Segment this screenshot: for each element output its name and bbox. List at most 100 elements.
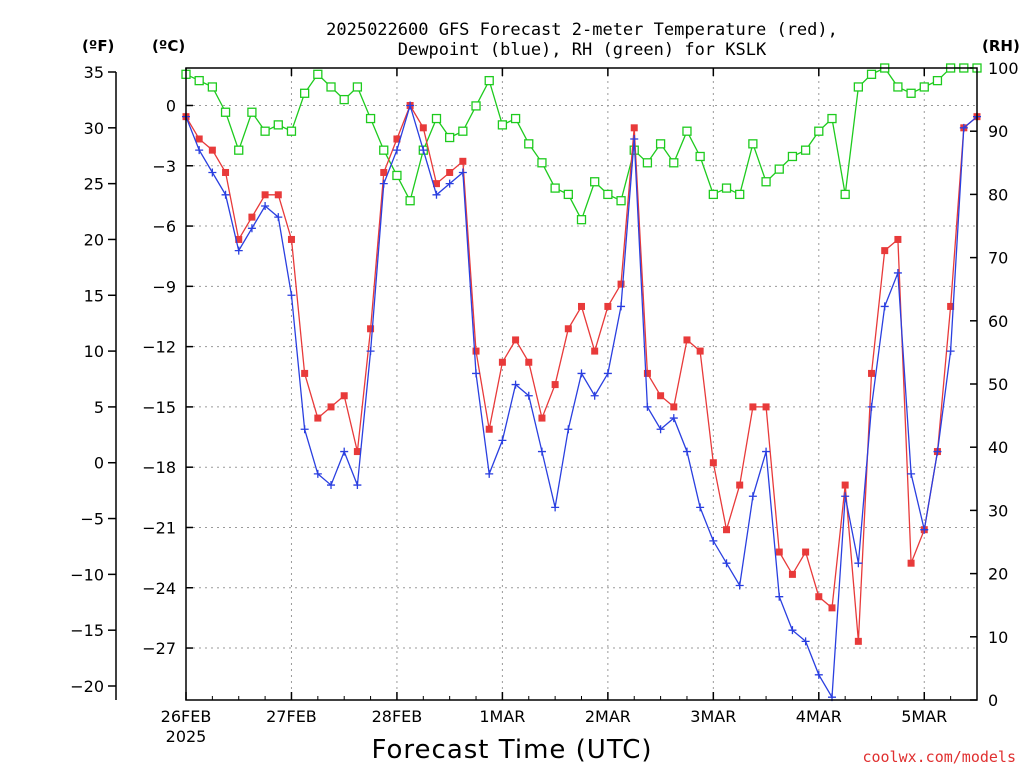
dewpoint-point [722,559,731,568]
rh-point [524,139,534,149]
rh-point [827,113,837,124]
temperature-point [195,135,203,143]
temperature-point [314,414,322,422]
dewpoint-point [445,179,454,188]
dewpoint-point [511,380,520,389]
dewpoint-point [458,168,467,177]
rh-tick-label: 50 [988,375,1008,394]
fahrenheit-axis-unit: (ºF) [82,37,114,55]
rh-point [220,107,231,117]
temperature-point [485,425,493,433]
dewpoint-point [551,503,560,512]
dewpoint-point [195,146,204,155]
rh-point [207,82,218,92]
dewpoint-point [920,525,929,534]
dewpoint-point [603,369,612,378]
dewpoint-point [682,447,691,456]
rh-point [273,120,283,130]
dewpoint-point [577,369,586,378]
dewpoint-point [472,369,481,378]
dewpoint-point [656,425,665,434]
rh-point [497,120,508,130]
dewpoint-line [185,103,978,700]
rh-point [365,113,376,124]
rh-point [550,183,560,193]
dewpoint-point [287,291,296,300]
temperature-point [578,302,585,310]
dewpoint-point [959,123,968,132]
dewpoint-point [234,246,243,255]
time-tick-label: 4MAR [796,707,842,726]
temperature-point [643,369,651,377]
temperature-point [432,180,440,188]
rh-point [352,82,363,92]
dewpoint-point [841,492,850,501]
rh-point [405,196,415,206]
rh-point [906,88,916,98]
dewpoint-point [946,347,955,356]
temperature-point [907,559,915,567]
rh-point [326,82,336,92]
dewpoint-point [261,201,270,210]
plot-frame [185,67,978,701]
temperature-point [235,235,243,243]
x-axis-title: Forecast Time (UTC) [371,735,652,765]
dewpoint-point [880,302,889,311]
temperature-point [472,347,480,355]
rh-point [932,75,943,86]
rh-tick-label: 100 [988,59,1019,78]
fahrenheit-tick-label: 10 [84,342,104,361]
rh-point [655,139,666,149]
temperature-point [670,403,678,411]
dewpoint-point [221,190,230,199]
fahrenheit-tick-label: 20 [84,230,104,249]
dewpoint-point [801,637,810,646]
temperature-point [617,280,625,288]
dewpoint-point [313,469,322,478]
dewpoint-point [366,347,375,356]
dewpoint-point [669,414,678,423]
temperature-point [498,358,506,366]
credit-link[interactable]: coolwx.com/models [862,748,1016,766]
rh-point [392,170,402,181]
celsius-axis: 0 −3 −6 −9 −12 −15 −18 −21 −24 −27 [142,96,193,658]
temperature-point [604,302,612,310]
rh-tick-label: 80 [988,185,1008,204]
dewpoint-point [590,391,599,400]
rh-point [603,189,613,200]
temperature-point [538,414,546,422]
temperature-point [894,235,902,243]
temperature-point [947,302,955,310]
dewpoint-point [498,436,507,445]
fahrenheit-tick-label: 15 [84,286,104,305]
rh-point [919,82,929,92]
rh-point [893,82,903,92]
temperature-point [723,526,731,534]
dewpoint-point [643,402,652,411]
temperature-point [828,604,836,612]
rh-tick-label: 20 [988,565,1008,584]
dewpoint-point [907,469,916,478]
dewpoint-point [392,146,401,155]
temperature-point [248,213,256,221]
temperature-point [683,336,691,344]
time-tick-label: 28FEB [372,707,423,726]
rh-point [247,107,257,117]
rh-point [313,69,323,79]
rh-point [682,126,692,136]
rh-axis-unit: (RH) [982,37,1020,55]
rh-point [339,94,349,105]
rh-point [642,158,653,168]
dewpoint-point [274,213,283,222]
temperature-point [802,548,810,556]
celsius-tick-label: −27 [142,639,176,658]
rh-point [484,75,494,86]
temperature-point [287,235,295,243]
temperature-point [301,369,309,377]
temperature-point [208,146,216,154]
dewpoint-point [933,447,942,456]
dewpoint-series [182,101,981,702]
temperature-point [736,481,744,489]
fahrenheit-tick-label: −5 [80,510,104,529]
rh-point [471,101,481,111]
